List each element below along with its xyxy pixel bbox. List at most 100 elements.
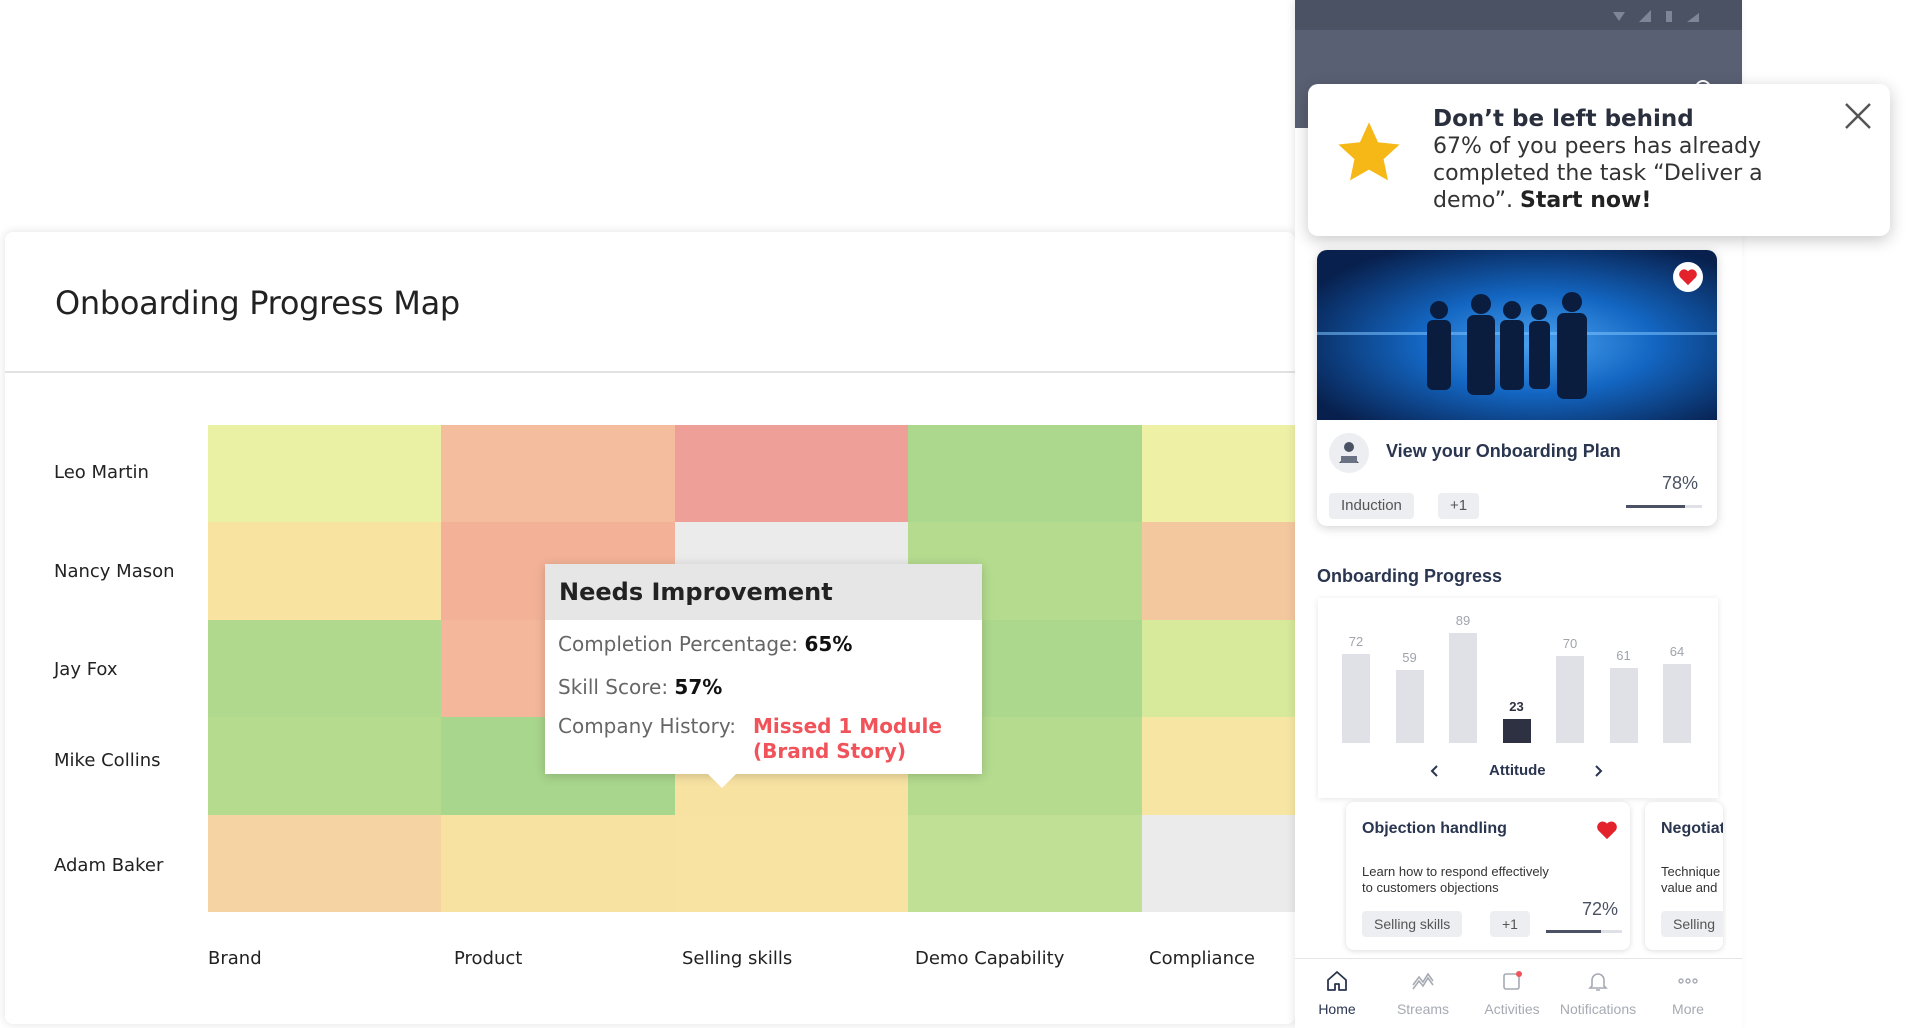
row-label-leo-martin: Leo Martin bbox=[54, 462, 149, 483]
streams-icon bbox=[1412, 972, 1434, 990]
nav-notifications-label: Notifications bbox=[1559, 1001, 1637, 1017]
progress-bar[interactable] bbox=[1609, 667, 1638, 743]
status-bar bbox=[1295, 0, 1742, 30]
heatmap-cell[interactable] bbox=[1142, 619, 1298, 718]
onboarding-progress-title: Onboarding Progress bbox=[1317, 566, 1503, 586]
progress-bar[interactable] bbox=[1556, 656, 1584, 743]
row-label-mike-collins: Mike Collins bbox=[54, 750, 161, 771]
completion-label: Completion Percentage: bbox=[558, 632, 799, 656]
chart-category-label: Attitude bbox=[1489, 762, 1546, 779]
course-title: Negotiat bbox=[1661, 820, 1723, 837]
heatmap-cell[interactable] bbox=[441, 425, 675, 523]
tag-selling[interactable]: Selling bbox=[1661, 911, 1723, 937]
col-label-compliance: Compliance bbox=[1149, 948, 1255, 969]
heatmap-cell[interactable] bbox=[675, 814, 908, 912]
close-icon[interactable] bbox=[1842, 100, 1874, 132]
course-description-line-2: to customers objections bbox=[1362, 880, 1499, 895]
notification-line-1: 67% of you peers has already bbox=[1433, 134, 1762, 159]
bar-value-label: 23 bbox=[1509, 699, 1524, 714]
onboarding-progress-map-card: Onboarding Progress Map Leo Martin Nancy… bbox=[5, 232, 1298, 1024]
more-icon bbox=[1678, 978, 1698, 984]
plan-title: View your Onboarding Plan bbox=[1386, 441, 1621, 461]
heatmap-cell[interactable] bbox=[208, 717, 441, 815]
heatmap-cell[interactable] bbox=[1142, 522, 1298, 620]
tag-more[interactable]: +1 bbox=[1438, 493, 1480, 519]
wifi-icon bbox=[1613, 12, 1625, 21]
nav-notifications[interactable]: Notifications bbox=[1558, 959, 1638, 1028]
tooltip-title: Needs Improvement bbox=[545, 564, 982, 620]
nav-more[interactable]: More bbox=[1648, 959, 1728, 1028]
star-icon bbox=[1338, 122, 1400, 181]
tooltip-completion: Completion Percentage: 65% bbox=[558, 632, 852, 656]
reader-icon bbox=[1339, 442, 1359, 463]
course-progress-bar bbox=[1546, 930, 1622, 933]
signal-icon bbox=[1639, 10, 1651, 22]
col-label-selling-skills: Selling skills bbox=[682, 948, 793, 969]
nav-streams-label: Streams bbox=[1396, 1001, 1450, 1017]
progress-bar[interactable] bbox=[1663, 663, 1691, 743]
heatmap-cell[interactable] bbox=[675, 425, 908, 523]
heatmap-tooltip: Needs Improvement Completion Percentage:… bbox=[545, 564, 982, 788]
course-description-line-1: Learn how to respond effectively bbox=[1362, 864, 1549, 879]
progress-bar[interactable] bbox=[1395, 670, 1424, 743]
heatmap-cell[interactable] bbox=[1142, 717, 1298, 815]
bar-value-label: 70 bbox=[1562, 636, 1578, 652]
onboarding-plan-card[interactable]: View your Onboarding Plan 78% Induction … bbox=[1317, 250, 1717, 526]
plan-progress-bar bbox=[1626, 505, 1702, 508]
notification-popup[interactable]: Don’t be left behind 67% of you peers ha… bbox=[1308, 84, 1890, 236]
col-label-product: Product bbox=[454, 948, 523, 969]
course-card-objection-handling[interactable]: Objection handling Learn how to respond … bbox=[1346, 802, 1630, 950]
notification-title: Don’t be left behind bbox=[1433, 106, 1694, 132]
chevron-left-icon[interactable] bbox=[1428, 764, 1442, 778]
nav-streams[interactable]: Streams bbox=[1383, 959, 1463, 1028]
nav-activities[interactable]: Activities bbox=[1472, 959, 1552, 1028]
favorite-button[interactable] bbox=[1673, 262, 1703, 292]
page-title: Onboarding Progress Map bbox=[55, 284, 460, 322]
bottom-navigation: Home Streams Activities Notifications bbox=[1295, 958, 1742, 1028]
notification-body: 67% of you peers has already completed t… bbox=[1433, 133, 1833, 214]
plan-avatar bbox=[1329, 433, 1369, 473]
bar-value-label: 64 bbox=[1669, 643, 1685, 659]
col-label-brand: Brand bbox=[208, 948, 262, 969]
start-now-link[interactable]: Start now! bbox=[1520, 188, 1652, 213]
course-card-negotiation[interactable]: Negotiat Technique value and Selling bbox=[1645, 802, 1723, 950]
skill-label: Skill Score: bbox=[558, 675, 669, 699]
heatmap-cell[interactable] bbox=[441, 814, 675, 912]
divider bbox=[5, 371, 1295, 373]
row-label-adam-baker: Adam Baker bbox=[54, 855, 164, 876]
heatmap-cell[interactable] bbox=[908, 814, 1142, 912]
chevron-right-icon[interactable] bbox=[1591, 764, 1605, 778]
heatmap-cell[interactable] bbox=[1142, 814, 1298, 912]
tag-more[interactable]: +1 bbox=[1490, 911, 1530, 937]
heatmap-cell[interactable] bbox=[208, 522, 441, 620]
heart-icon bbox=[1679, 269, 1697, 286]
onboarding-progress-chart: 72 59 89 23 70 61 64 bbox=[1318, 598, 1718, 798]
battery-icon bbox=[1666, 11, 1672, 22]
course-title: Objection handling bbox=[1362, 820, 1507, 837]
progress-bar[interactable] bbox=[1449, 633, 1477, 743]
progress-bar[interactable] bbox=[1502, 719, 1531, 743]
nav-more-label: More bbox=[1672, 1001, 1704, 1017]
notification-line-2: completed the task “Deliver a bbox=[1433, 161, 1763, 186]
heatmap-cell[interactable] bbox=[1142, 425, 1298, 523]
heart-icon[interactable] bbox=[1596, 820, 1618, 840]
plan-progress-fill bbox=[1626, 505, 1686, 508]
progress-bar[interactable] bbox=[1342, 654, 1370, 743]
team-silhouette-image bbox=[1317, 250, 1717, 420]
bar-value-label: 61 bbox=[1616, 647, 1631, 663]
row-label-nancy-mason: Nancy Mason bbox=[54, 561, 175, 582]
nav-home-label: Home bbox=[1318, 1001, 1356, 1017]
tag-induction[interactable]: Induction bbox=[1329, 493, 1414, 519]
bar-value-label: 59 bbox=[1402, 650, 1417, 666]
heatmap-cell[interactable] bbox=[208, 619, 441, 718]
heatmap-cell[interactable] bbox=[908, 425, 1142, 523]
nav-home[interactable]: Home bbox=[1297, 959, 1377, 1028]
skill-value: 57% bbox=[674, 675, 723, 699]
tag-selling-skills[interactable]: Selling skills bbox=[1362, 911, 1463, 937]
course-description-line-1: Technique bbox=[1661, 864, 1721, 879]
heatmap-cell[interactable] bbox=[208, 425, 441, 523]
heatmap-cell[interactable] bbox=[208, 814, 441, 912]
col-label-demo-capability: Demo Capability bbox=[915, 948, 1065, 969]
activities-icon bbox=[1503, 971, 1522, 990]
